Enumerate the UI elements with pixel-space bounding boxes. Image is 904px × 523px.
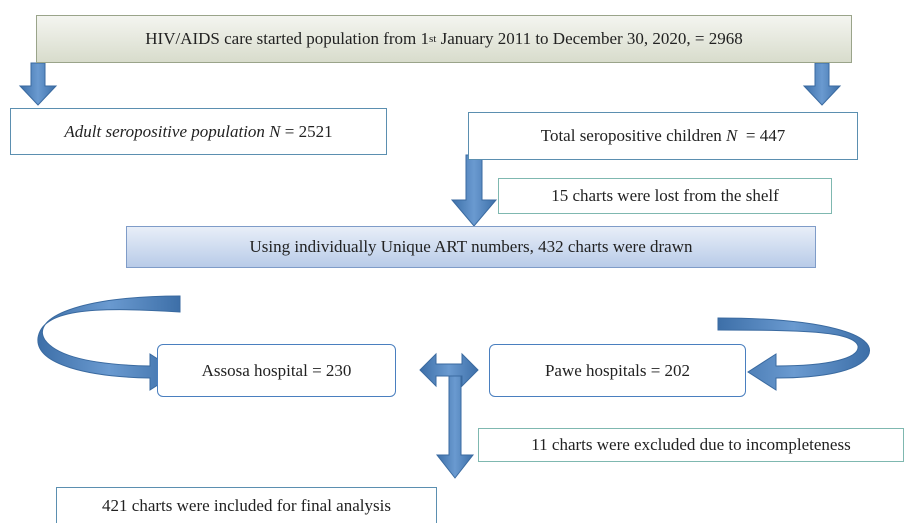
- text: Using individually Unique ART numbers, 4…: [249, 237, 693, 256]
- note-box: 15 charts were lost from the shelf: [498, 178, 832, 214]
- double-arrow: [419, 352, 479, 388]
- text: 15 charts were lost from the shelf: [551, 186, 779, 205]
- text: HIV/AIDS care started population from 1: [145, 29, 429, 48]
- final-box: 421 charts were included for final analy…: [56, 487, 437, 523]
- pawe-box: Pawe hospitals = 202: [489, 344, 746, 397]
- assosa-box: Assosa hospital = 230: [157, 344, 396, 397]
- drawn-box: Using individually Unique ART numbers, 4…: [126, 226, 816, 268]
- text: January 2011 to December 30, 2020, = 296…: [436, 29, 743, 48]
- text: Assosa hospital = 230: [201, 360, 352, 380]
- text: 11 charts were excluded due to incomplet…: [531, 435, 851, 454]
- text: 421 charts were included for final analy…: [102, 495, 391, 515]
- text: = 2521: [280, 121, 333, 141]
- down-arrow: [802, 62, 842, 106]
- down-arrow: [435, 375, 475, 479]
- text: Pawe hospitals = 202: [544, 360, 691, 380]
- down-arrow: [450, 154, 498, 227]
- text: st: [429, 33, 437, 45]
- children-box: Total seropositive children N = 447: [468, 112, 858, 160]
- text: Total seropositive children: [540, 126, 727, 145]
- adult-box: Adult seropositive population N = 2521: [10, 108, 387, 155]
- note-box: 11 charts were excluded due to incomplet…: [478, 428, 904, 462]
- text: N: [269, 121, 281, 141]
- curved-arrow: [717, 317, 870, 391]
- down-arrow: [18, 62, 58, 106]
- text: N: [726, 126, 738, 145]
- text: = 447: [737, 126, 786, 145]
- text: Adult seropositive population: [64, 121, 270, 141]
